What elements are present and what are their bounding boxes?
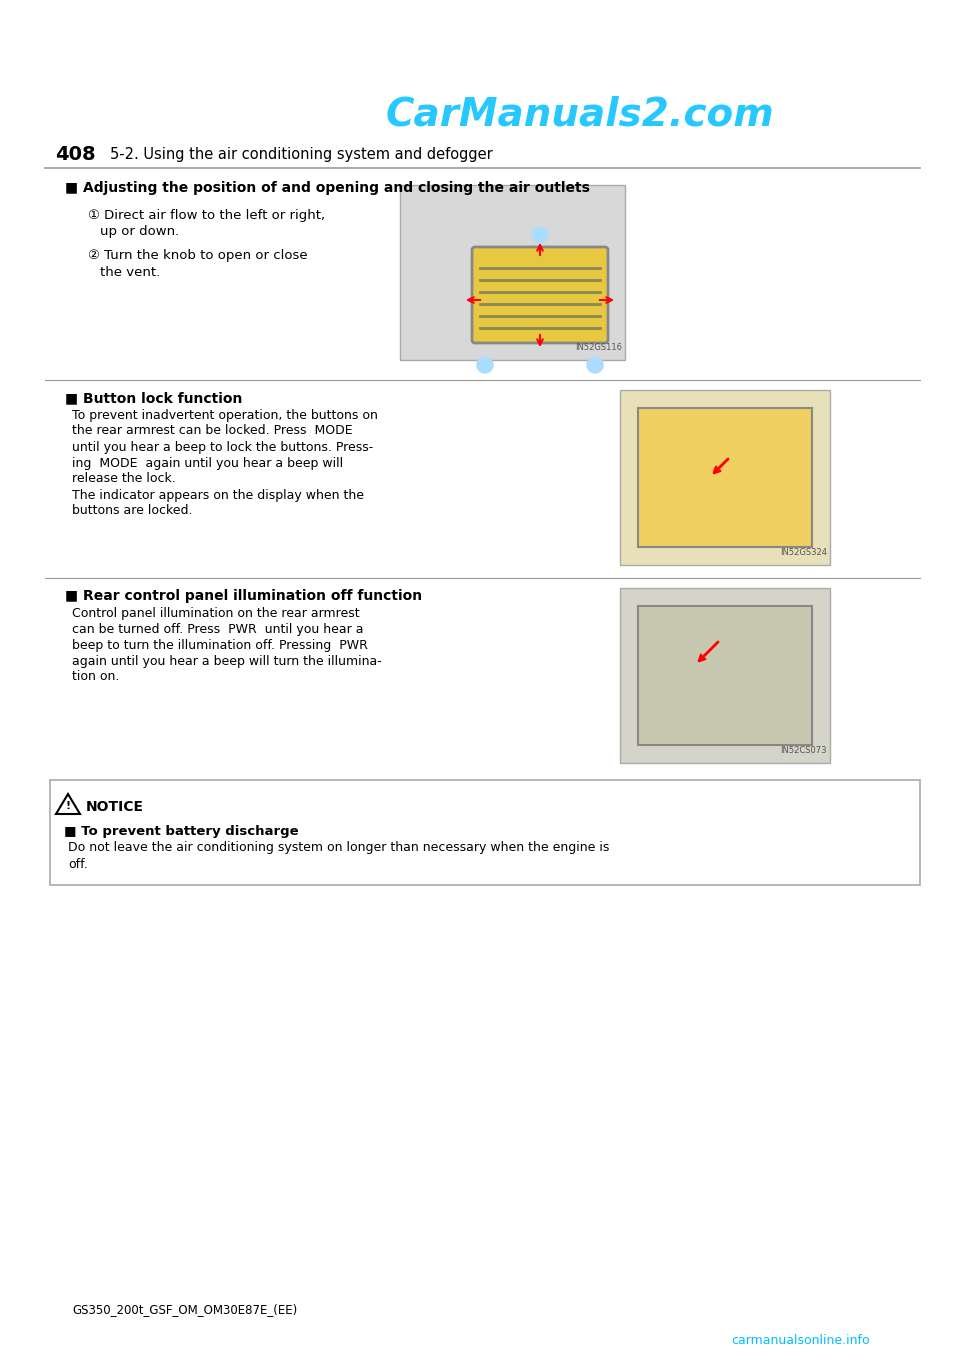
Text: ■ Rear control panel illumination off function: ■ Rear control panel illumination off fu… xyxy=(65,589,422,603)
FancyBboxPatch shape xyxy=(400,185,625,360)
Text: NOTICE: NOTICE xyxy=(86,800,144,813)
Text: release the lock.: release the lock. xyxy=(72,473,176,486)
Text: again until you hear a beep will turn the illumina-: again until you hear a beep will turn th… xyxy=(72,655,382,668)
Text: To prevent inadvertent operation, the buttons on: To prevent inadvertent operation, the bu… xyxy=(72,409,378,421)
Text: Do not leave the air conditioning system on longer than necessary when the engin: Do not leave the air conditioning system… xyxy=(68,842,610,854)
FancyBboxPatch shape xyxy=(472,247,608,344)
Text: beep to turn the illumination off. Pressing  PWR: beep to turn the illumination off. Press… xyxy=(72,638,372,652)
Text: the rear armrest can be locked. Press  MODE: the rear armrest can be locked. Press MO… xyxy=(72,425,356,437)
Text: off.: off. xyxy=(68,857,87,870)
Text: 1: 1 xyxy=(482,360,488,369)
Text: ■ Adjusting the position of and opening and closing the air outlets: ■ Adjusting the position of and opening … xyxy=(65,181,589,196)
Circle shape xyxy=(587,357,603,373)
Text: GS350_200t_GSF_OM_OM30E87E_(EE): GS350_200t_GSF_OM_OM30E87E_(EE) xyxy=(72,1304,298,1316)
FancyBboxPatch shape xyxy=(638,606,812,746)
Circle shape xyxy=(532,227,548,243)
Text: IN52GS116: IN52GS116 xyxy=(575,344,622,352)
Text: can be turned off. Press  PWR  until you hear a: can be turned off. Press PWR until you h… xyxy=(72,622,364,636)
Text: carmanualsonline.info: carmanualsonline.info xyxy=(732,1334,870,1347)
Text: tion on.: tion on. xyxy=(72,671,119,683)
Text: ① Direct air flow to the left or right,: ① Direct air flow to the left or right, xyxy=(88,209,325,221)
Text: the vent.: the vent. xyxy=(100,266,160,278)
Text: Control panel illumination on the rear armrest: Control panel illumination on the rear a… xyxy=(72,607,360,619)
Text: buttons are locked.: buttons are locked. xyxy=(72,505,193,517)
Text: IN52GS324: IN52GS324 xyxy=(780,549,827,557)
FancyBboxPatch shape xyxy=(620,588,830,763)
Text: ing  MODE  again until you hear a beep will: ing MODE again until you hear a beep wil… xyxy=(72,456,343,470)
Text: The indicator appears on the display when the: The indicator appears on the display whe… xyxy=(72,489,364,501)
Text: until you hear a beep to lock the buttons. Press-: until you hear a beep to lock the button… xyxy=(72,440,373,454)
Text: ■ To prevent battery discharge: ■ To prevent battery discharge xyxy=(64,826,299,838)
Text: ② Turn the knob to open or close: ② Turn the knob to open or close xyxy=(88,249,307,262)
Text: !: ! xyxy=(65,801,71,811)
Text: CarManuals2.com: CarManuals2.com xyxy=(386,96,775,134)
Text: 5-2. Using the air conditioning system and defogger: 5-2. Using the air conditioning system a… xyxy=(110,148,492,163)
Text: IN52CS073: IN52CS073 xyxy=(780,746,827,755)
Text: 2: 2 xyxy=(538,231,542,239)
Text: ■ Button lock function: ■ Button lock function xyxy=(65,391,242,405)
Circle shape xyxy=(477,357,493,373)
FancyBboxPatch shape xyxy=(50,779,920,885)
Text: 408: 408 xyxy=(55,145,96,164)
FancyBboxPatch shape xyxy=(638,407,812,547)
Text: up or down.: up or down. xyxy=(100,225,180,239)
FancyBboxPatch shape xyxy=(620,390,830,565)
Text: 1: 1 xyxy=(592,360,598,369)
